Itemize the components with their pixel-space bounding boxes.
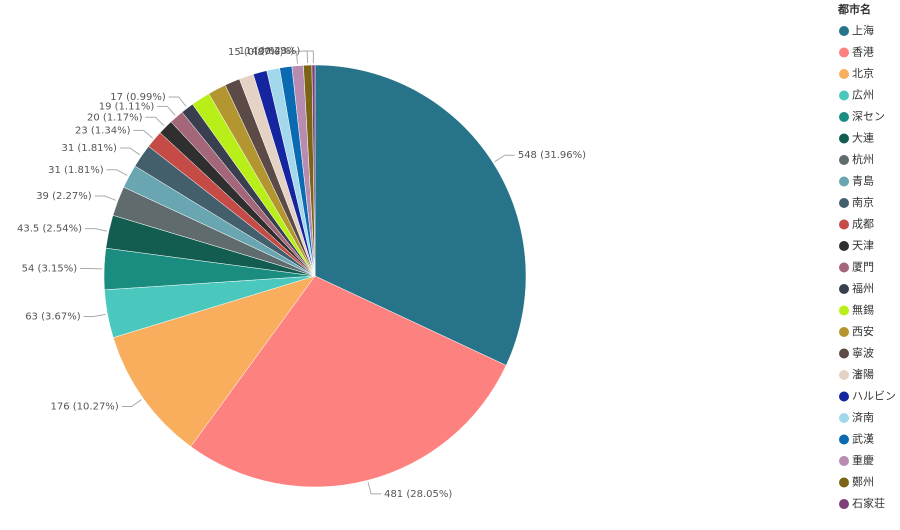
legend-marker (839, 434, 849, 445)
data-label: 31 (1.81%) (61, 143, 117, 154)
legend-marker (839, 176, 849, 187)
legend-marker (839, 348, 849, 359)
data-label: 4 (0.23%) (251, 46, 300, 57)
legend-label: 南京 (852, 195, 874, 209)
pie-slice (314, 64, 527, 366)
legend-label: 北京 (852, 66, 874, 80)
legend-label: 寧波 (852, 346, 874, 360)
leader-line (303, 50, 314, 64)
leader-line (168, 96, 187, 107)
legend-label: 上海 (852, 23, 874, 37)
legend-marker (839, 155, 849, 165)
legend-marker (839, 241, 849, 251)
legend-marker (839, 69, 849, 79)
legend-label: 瀋陽 (852, 367, 874, 381)
data-label: 19 (1.11%) (99, 101, 155, 112)
legend-marker (839, 133, 849, 144)
legend-label: 武漢 (852, 433, 874, 446)
pie-slice (112, 275, 316, 447)
leader-line (494, 154, 515, 163)
legend-label: 無錫 (852, 303, 874, 317)
data-label: 43.5 (2.54%) (17, 224, 82, 235)
data-label: 20 (1.17%) (87, 112, 143, 123)
leader-line (119, 147, 141, 156)
data-label: 54 (3.15%) (22, 263, 78, 274)
pie-slice (311, 64, 316, 277)
legend-marker (839, 219, 849, 230)
data-label: 39 (2.27%) (36, 191, 92, 202)
data-label: 176 (10.27%) (51, 402, 119, 413)
data-label: 23 (1.34%) (75, 125, 131, 136)
data-label: 548 (31.96%) (518, 150, 586, 161)
legend-label: ハルビン (852, 390, 896, 403)
legend-marker (839, 391, 849, 402)
legend-marker (839, 327, 849, 337)
legend-marker (839, 262, 849, 273)
leader-line (121, 399, 142, 408)
leader-line (157, 105, 176, 116)
legend-marker (839, 370, 849, 380)
data-label: 31 (1.81%) (48, 165, 104, 176)
legend-label: 天津 (852, 239, 874, 252)
leader-line (286, 51, 298, 64)
data-label: 63 (3.67%) (25, 311, 81, 322)
legend-label: 済南 (852, 410, 874, 424)
legend-marker (839, 477, 849, 488)
leader-line (85, 228, 107, 232)
legend-marker (839, 305, 849, 316)
legend-label: 広州 (852, 89, 874, 102)
leader-line (94, 195, 117, 201)
legend-marker (839, 284, 849, 294)
legend-label: 香港 (852, 46, 874, 59)
legend-label: 深セン (852, 110, 885, 123)
legend-title: 都市名 (837, 2, 871, 16)
data-label: 15 (0.87%) (228, 47, 284, 58)
legend-label: 青島 (852, 174, 874, 188)
legend-marker (839, 47, 849, 58)
pie-slice (190, 275, 507, 488)
legend-label: 西安 (852, 324, 874, 338)
data-label: 17 (0.99%) (110, 92, 166, 103)
legend-label: 重慶 (852, 453, 874, 467)
data-label: 481 (28.05%) (384, 489, 452, 500)
leader-line (106, 169, 128, 176)
leader-line (145, 116, 165, 127)
legend-marker (839, 456, 849, 466)
legend-label: 福州 (852, 281, 874, 295)
leader-line (367, 482, 382, 495)
leader-line (83, 313, 106, 317)
legend-marker (839, 499, 849, 509)
legend-label: 厦門 (852, 261, 874, 274)
legend-label: 杭州 (852, 152, 874, 166)
legend-marker (839, 112, 849, 122)
legend-marker (839, 90, 849, 101)
legend-label: 大連 (852, 131, 874, 145)
legend-label: 成都 (852, 218, 874, 231)
legend-label: 鄭州 (852, 475, 874, 489)
leader-line (133, 129, 153, 139)
legend-marker (839, 413, 849, 423)
legend-marker (839, 26, 849, 36)
legend-marker (839, 198, 849, 208)
data-label: 11 (0.64%) (239, 46, 295, 57)
legend-label: 石家荘 (852, 496, 885, 510)
